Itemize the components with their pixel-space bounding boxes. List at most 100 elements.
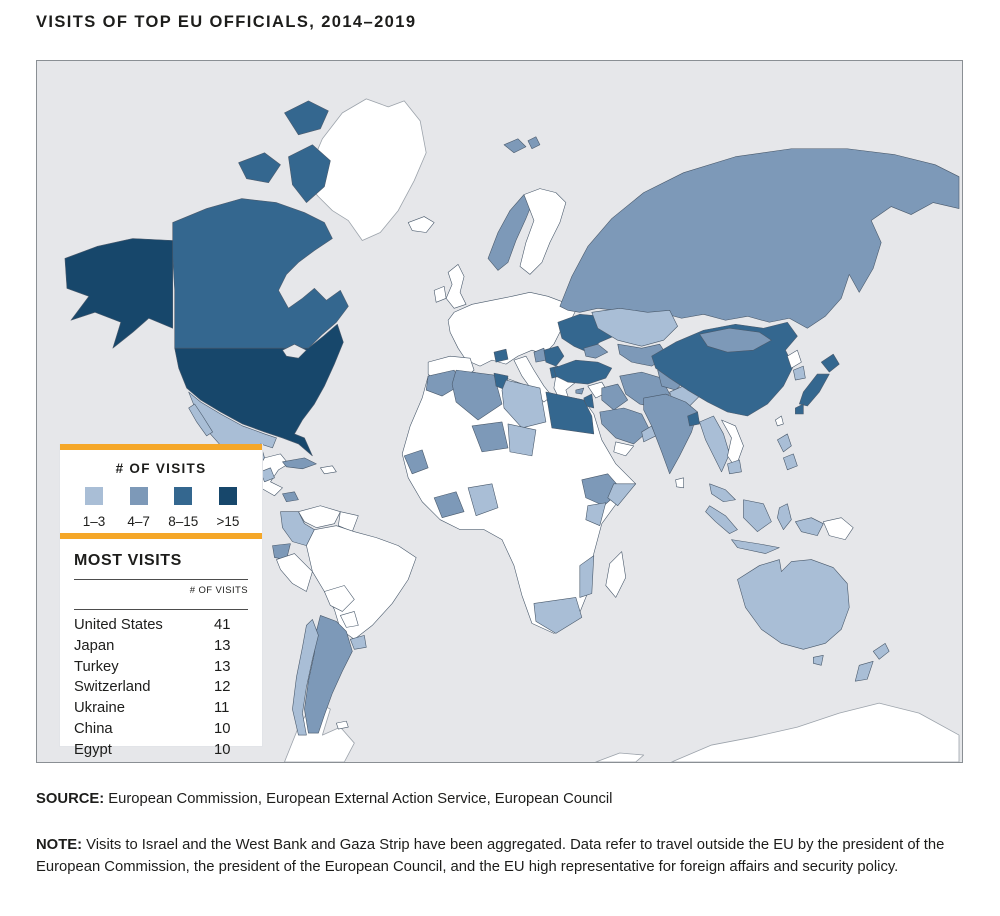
row-visits: 10 [214,720,231,737]
note-text: Visits to Israel and the West Bank and G… [36,837,945,876]
country-egypt [545,391,595,435]
region-myanmar-thailand [699,415,730,473]
row-visits: 10 [214,741,231,758]
row-country: United States [74,617,163,633]
country-turkey [553,359,613,385]
island-sulawesi [777,503,792,530]
country-brazil [306,525,417,640]
country-south-korea [793,365,806,381]
row-visits: 11 [214,700,230,717]
table-row: United States 41 [74,615,248,636]
most-visits-rows: United States 41 Japan 13 Turkey 13 Swit… [74,615,248,761]
visits-column-header: # OF VISITS [189,585,248,596]
island-madagascar [605,551,627,598]
country-alaska [64,238,174,349]
country-united-states [174,323,344,457]
island-sri-lanka [675,477,684,489]
row-country: Ukraine [74,700,125,717]
island-falklands [336,720,349,730]
country-bangladesh [687,411,700,427]
country-new-zealand [872,643,890,660]
table-row: Egypt 10 [74,740,248,761]
country-canada-arctic [288,144,331,203]
source-label: SOURCE: [36,791,105,807]
row-country: Egypt [74,741,112,758]
country-antarctica [671,702,960,762]
region-ghana-ivory-coast [433,491,465,518]
country-cuba [282,457,317,470]
country-kazakhstan [591,307,678,347]
country-philippines [777,433,792,453]
country-canada-arctic [238,152,281,183]
legend-swatches: 1–3 4–7 8–15 >15 [60,476,262,541]
legend-swatch-4 [218,487,237,505]
legend-panel: # OF VISITS 1–3 4–7 8–15 >15 [59,444,263,542]
country-bolivia [324,585,355,612]
legend-item: 1–3 [73,487,115,529]
island-tasmania [813,655,824,666]
country-united-kingdom [445,264,467,309]
country-ireland [433,286,447,303]
country-somalia [607,483,637,507]
island-svalbard [503,138,527,154]
table-row: Japan 13 [74,636,248,657]
country-niger [471,421,509,453]
country-switzerland [493,348,509,363]
island-west-papua [795,517,824,536]
country-india [643,393,698,475]
legend-label-1: 1–3 [82,514,106,529]
region-caucasus [583,343,609,359]
country-chile [292,619,319,736]
country-saudi-arabia [599,407,650,445]
country-peru [276,553,313,592]
country-antarctica [284,700,355,762]
country-argentina [304,615,353,734]
country-uruguay [350,635,367,650]
divider [74,579,248,580]
legend-label-4: >15 [216,514,240,529]
country-kenya [585,502,607,526]
great-lakes [282,343,307,359]
legend-accent-bar [60,444,262,450]
country-nigeria [467,483,499,517]
country-canada-arctic [284,100,329,136]
country-iraq [601,383,629,411]
country-yemen [613,441,635,457]
world-map-svg [37,61,962,762]
page-title: VISITS OF TOP EU OFFICIALS, 2014–2019 [36,13,417,31]
country-south-africa [533,597,583,634]
country-mongolia [699,327,772,353]
note-line: NOTE: Visits to Israel and the West Bank… [36,834,976,878]
country-serbia [543,345,565,367]
country-papua-new-guinea [823,517,854,540]
country-morocco [425,369,463,397]
note-label: NOTE: [36,837,83,853]
country-algeria [451,369,503,421]
row-visits: 12 [214,679,231,696]
country-antarctica [595,752,645,762]
island-cyprus [575,387,585,395]
country-cambodia [727,459,742,475]
source-line: SOURCE: European Commission, European Ext… [36,791,612,807]
country-guatemala [260,467,275,483]
country-mozambique [579,555,595,598]
country-mexico-baja [188,403,213,437]
island-sumatra [705,505,738,534]
world-map: # OF VISITS 1–3 4–7 8–15 >15 [36,60,963,763]
country-iceland [407,216,435,233]
legend-item: >15 [207,487,249,529]
legend-item: 4–7 [118,487,160,529]
country-venezuela [298,505,341,528]
island-java [731,539,780,554]
island-taiwan [775,415,784,427]
table-row: Turkey 13 [74,657,248,678]
country-paraguay [340,611,359,628]
row-country: Turkey [74,658,119,675]
row-country: China [74,720,113,737]
table-row: Switzerland 12 [74,677,248,698]
island-svalbard [527,136,541,150]
most-visits-panel: MOST VISITS # OF VISITS United States 41… [59,533,263,758]
country-japan-kyushu [795,403,804,415]
legend-swatch-3 [174,487,193,505]
